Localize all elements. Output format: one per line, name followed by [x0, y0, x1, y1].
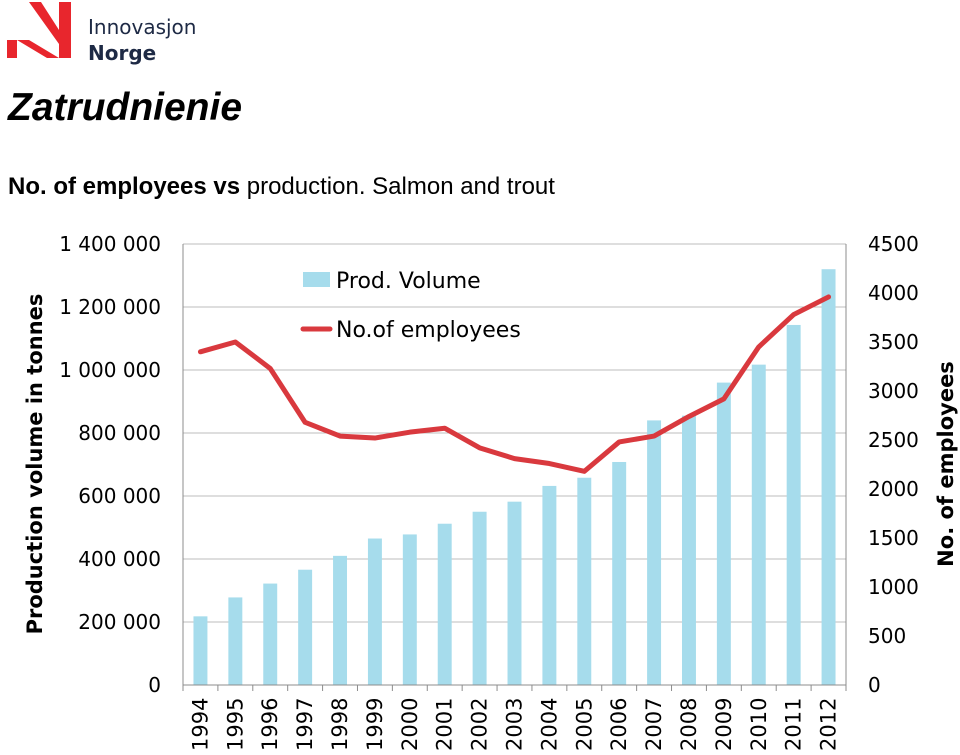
y-left-tick-label: 400 000	[78, 547, 161, 571]
bar	[612, 461, 627, 685]
y-left-axis-title: Production volume in tonnes	[23, 294, 47, 635]
x-tick-label: 2007	[642, 698, 666, 751]
line-layer	[197, 294, 832, 474]
y-left-tick-label: 0	[148, 673, 161, 697]
y-right-tick-label: 1500	[868, 526, 919, 550]
x-tick-label: 2002	[468, 698, 492, 751]
logo-mark-right	[59, 2, 71, 58]
innovasjon-norge-logo	[7, 2, 71, 58]
y-left-tick-label: 600 000	[78, 484, 161, 508]
bar	[193, 616, 208, 685]
y-left-tick-label: 800 000	[78, 421, 161, 445]
brand-wordmark: Innovasjon Norge	[88, 14, 196, 66]
x-tick-label: 1998	[328, 698, 352, 751]
y-right-tick-label: 0	[868, 673, 881, 697]
bar-layer	[193, 269, 836, 685]
brand-line2: Norge	[88, 41, 157, 65]
bar	[298, 569, 313, 685]
y-right-tick-label: 4000	[868, 281, 919, 305]
bar	[472, 511, 487, 685]
y-right-tick-label: 3500	[868, 330, 919, 354]
legend: Prod. Volume No.of employees	[300, 269, 521, 343]
x-tick-label: 2012	[817, 698, 841, 751]
x-tick-label: 2009	[712, 698, 736, 751]
bar	[507, 501, 522, 685]
bar	[263, 583, 278, 685]
y-left-tick-label: 200 000	[78, 610, 161, 634]
x-tick-label: 1995	[223, 698, 247, 751]
axis-layer: 0 200 000 400 000 600 000 800 000 1 000 000 1 …	[23, 232, 958, 751]
x-tick-label: 1994	[188, 698, 212, 751]
brand-line1: Innovasjon	[88, 15, 197, 39]
bar	[821, 269, 836, 685]
chart-subtitle: No. of employees vs production. Salmon a…	[8, 173, 555, 201]
x-tick-label: 2011	[782, 698, 806, 751]
bar	[577, 477, 592, 685]
bar	[402, 534, 417, 685]
legend-label-employees: No.of employees	[336, 318, 521, 343]
bar	[333, 555, 348, 685]
x-tick-label: 2004	[537, 698, 561, 751]
legend-swatch-prod-volume	[303, 272, 330, 287]
bar	[367, 538, 382, 685]
logo-mark-top	[29, 2, 59, 44]
logo-mark-left	[7, 40, 17, 58]
x-tick-label: 1999	[363, 698, 387, 751]
x-tick-label: 1996	[258, 698, 282, 751]
bar	[647, 420, 662, 685]
x-tick-label: 1997	[293, 698, 317, 751]
subtitle-part2: production. Salmon and trout	[240, 173, 555, 200]
y-right-axis-title: No. of employees	[934, 361, 958, 567]
y-right-tick-label: 1000	[868, 575, 919, 599]
page-title: Zatrudnienie	[8, 86, 243, 129]
legend-label-prod-volume: Prod. Volume	[336, 269, 481, 294]
y-left-tick-label: 1 200 000	[59, 295, 161, 319]
bar	[751, 364, 766, 685]
bar	[228, 597, 243, 685]
y-right-tick-label: 4500	[868, 232, 919, 256]
x-tick-label: 2005	[572, 698, 596, 751]
x-tick-label: 2003	[503, 698, 527, 751]
x-tick-label: 2010	[747, 698, 771, 751]
bar	[681, 415, 696, 685]
x-tick-label: 2008	[677, 698, 701, 751]
x-tick-label: 2000	[398, 698, 422, 751]
employees-line	[197, 294, 832, 474]
bar	[542, 485, 557, 685]
bar	[437, 523, 452, 685]
y-right-tick-label: 2000	[868, 477, 919, 501]
y-left-tick-label: 1 400 000	[59, 232, 161, 256]
logo-mark-diagonal	[17, 40, 59, 58]
bar	[716, 382, 731, 685]
y-right-tick-label: 500	[868, 624, 906, 648]
x-tick-label: 2001	[433, 698, 457, 751]
y-right-tick-label: 2500	[868, 428, 919, 452]
y-left-tick-label: 1 000 000	[59, 358, 161, 382]
y-right-tick-label: 3000	[868, 379, 919, 403]
x-tick-label: 2006	[607, 698, 631, 751]
bar	[786, 324, 801, 685]
subtitle-part1: No. of employees vs	[8, 173, 241, 200]
